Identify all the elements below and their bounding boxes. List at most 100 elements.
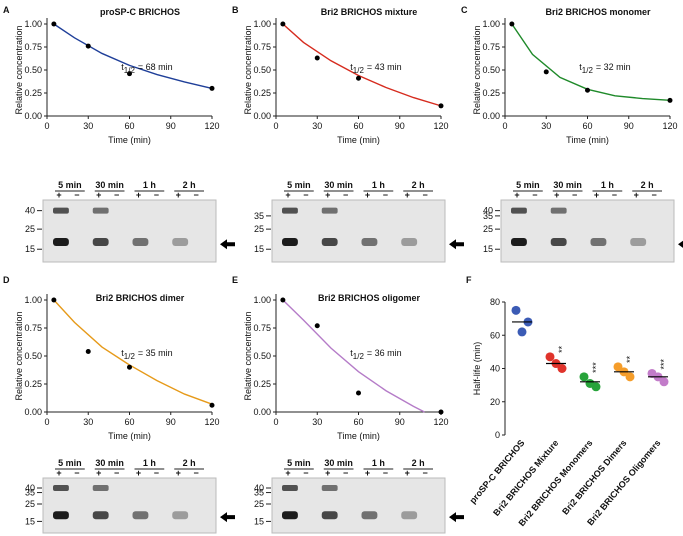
blot [271, 199, 446, 263]
lane-sign: + [365, 190, 370, 200]
x-tick-label: 0 [44, 417, 49, 427]
fit-curve [53, 23, 213, 90]
significance: ** [557, 345, 567, 353]
marker-label: 15 [483, 244, 493, 254]
blot-band [321, 485, 338, 492]
lane-sign: − [74, 190, 79, 200]
data-point [280, 297, 286, 303]
fit-curve [282, 299, 425, 413]
blot-band [511, 238, 527, 247]
y-tick-label: 0.00 [24, 407, 42, 417]
x-tick-label: 60 [353, 417, 363, 427]
half-life-annotation: t1/2 = 43 min [350, 62, 401, 75]
x-tick-label: 90 [166, 417, 176, 427]
lane-sign: + [405, 190, 410, 200]
y-axis-label: Relative concentration [243, 25, 253, 114]
data-point [585, 87, 590, 93]
chart-title: Bri2 BRICHOS mixture [321, 7, 418, 17]
lane-sign: − [343, 190, 348, 200]
significance: *** [659, 358, 669, 369]
x-tick-label: 120 [204, 121, 219, 131]
data-point [543, 69, 549, 75]
lane-sign: − [154, 468, 159, 478]
y-tick-label: 20 [490, 397, 500, 407]
lane-sign: − [303, 468, 308, 478]
y-tick-label: 0 [495, 430, 500, 440]
annotation-t: t [121, 348, 124, 358]
y-tick-label: 0.00 [24, 111, 42, 121]
lane-sign: + [96, 468, 101, 478]
y-tick-label: 0.25 [253, 379, 271, 389]
x-tick-label: 60 [353, 121, 363, 131]
x-tick-label: Bri2 BRICHOS Dimers [560, 438, 628, 517]
lane-sign: + [96, 190, 101, 200]
lane-sign: − [612, 190, 617, 200]
y-tick-label: 0.75 [253, 42, 271, 52]
marker-label: 40 [483, 206, 493, 216]
x-axis-label: Time (min) [337, 431, 380, 441]
chart-title: proSP-C BRICHOS [100, 7, 180, 17]
lane-label: 30 min [324, 180, 353, 190]
lane-sign: + [136, 190, 141, 200]
marker-label: 15 [254, 244, 264, 254]
blot-band [282, 207, 298, 214]
x-tick-label: 60 [124, 417, 134, 427]
lane-sign: + [405, 468, 410, 478]
data-point [314, 55, 320, 61]
lane-sign: − [114, 468, 119, 478]
fit-curve [282, 23, 442, 107]
arrow [449, 239, 464, 250]
blot-band [53, 485, 69, 492]
data-point [51, 297, 57, 303]
marker-label: 35 [483, 211, 493, 221]
half-life-annotation: t1/2 = 32 min [579, 62, 630, 75]
x-tick-label: 90 [166, 121, 176, 131]
marker-label: 35 [254, 488, 264, 498]
lane-sign: − [422, 468, 427, 478]
arrow [220, 512, 235, 523]
lane-sign: + [176, 468, 181, 478]
y-tick-label: 1.00 [24, 295, 42, 305]
data-point [356, 75, 361, 81]
lane-label: 5 min [516, 180, 540, 190]
marker-label: 35 [254, 211, 264, 221]
annotation-subscript: 1/2 [582, 66, 594, 75]
lane-label: 1 h [143, 458, 156, 468]
annotation-t: t [579, 62, 582, 72]
x-tick-label: 30 [312, 121, 322, 131]
lane-label: 30 min [324, 458, 353, 468]
data-dot [613, 362, 623, 372]
lane-sign: + [285, 468, 290, 478]
y-axis-label: Half-life (min) [472, 342, 482, 396]
blot-band [401, 511, 418, 520]
annotation-rest: = 68 min [138, 62, 173, 72]
half-life-annotation: t1/2 = 35 min [121, 348, 172, 361]
y-axis-label: Relative concentration [14, 25, 24, 114]
annotation-t: t [121, 62, 124, 72]
blot-band [92, 238, 109, 247]
chart-title: Bri2 BRICHOS oligomer [318, 293, 421, 303]
marker-label: 25 [25, 224, 35, 234]
y-tick-label: 80 [490, 297, 500, 307]
x-tick-label: 120 [433, 417, 448, 427]
marker-label: 35 [25, 488, 35, 498]
x-tick-label: 30 [83, 417, 93, 427]
y-tick-label: 0.00 [253, 111, 271, 121]
blot-band [550, 238, 567, 247]
data-point [356, 390, 361, 396]
fit-curve [511, 23, 671, 102]
panel-letter: A [3, 5, 10, 15]
lane-sign: + [56, 190, 61, 200]
lane-label: 2 h [412, 458, 425, 468]
lane-label: 1 h [372, 458, 385, 468]
marker-label: 15 [25, 244, 35, 254]
lane-sign: − [572, 190, 577, 200]
x-tick-label: 0 [273, 121, 278, 131]
x-tick-label: 90 [395, 121, 405, 131]
x-tick-label: 30 [83, 121, 93, 131]
marker-label: 25 [25, 499, 35, 509]
annotation-t: t [350, 62, 353, 72]
marker-label: 25 [483, 224, 493, 234]
annotation-subscript: 1/2 [353, 352, 365, 361]
